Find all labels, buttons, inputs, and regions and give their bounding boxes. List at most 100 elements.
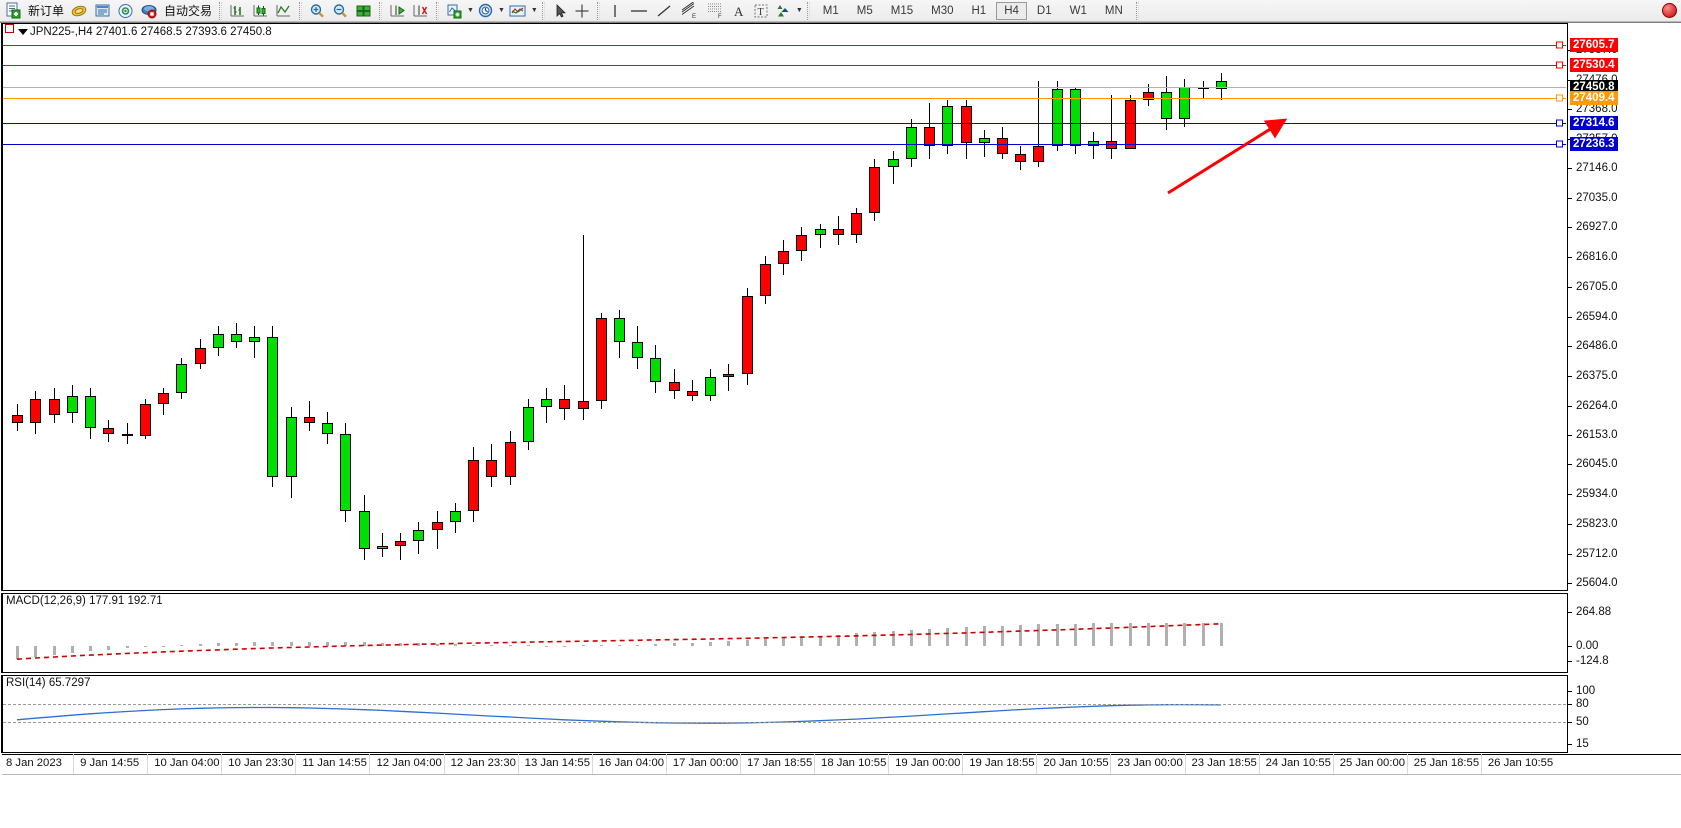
hide-indicator-arrow[interactable] [18, 29, 28, 35]
fibonacci-button[interactable]: F [703, 1, 727, 21]
connection-status-indicator[interactable] [1662, 3, 1677, 18]
crosshair-icon [575, 4, 589, 17]
timeframe-m30[interactable]: M30 [931, 4, 954, 17]
price-tag-line-tag[interactable]: 27409.4 [1570, 90, 1618, 105]
text-icon: A [734, 4, 744, 19]
auto-scroll-button[interactable] [410, 1, 431, 21]
price-tag-line-tag[interactable]: 27314.6 [1570, 116, 1618, 131]
time-axis-label: 8 Jan 2023 [6, 757, 62, 769]
support-line-1-handle[interactable] [1556, 119, 1563, 127]
templates-button[interactable] [506, 1, 529, 21]
resistance-line-1[interactable] [3, 44, 1566, 46]
macd-histogram-bar [800, 636, 803, 646]
tile-windows-button[interactable] [353, 1, 374, 21]
support-line-1[interactable] [3, 123, 1566, 125]
candle-body [49, 398, 60, 415]
macd-histogram-bar [746, 640, 749, 646]
last-price-line[interactable] [3, 86, 1566, 88]
period-dropdown-caret[interactable]: ▼ [497, 7, 505, 14]
rsi-pane[interactable]: RSI(14) 65.7297 100 80 50 15 [0, 675, 1681, 753]
candle-body [505, 441, 516, 477]
horizontal-line-button[interactable] [627, 1, 651, 21]
candle-body [377, 546, 388, 550]
toolbar-separator [299, 1, 303, 20]
price-tag-line-tag[interactable]: 27236.3 [1570, 137, 1618, 152]
macd-histogram-bar [344, 642, 347, 646]
auto-scroll-icon [413, 4, 428, 16]
navigator-button[interactable] [115, 1, 136, 21]
candle-body [486, 460, 497, 477]
shapes-button[interactable] [773, 1, 794, 21]
text-button[interactable]: A [729, 1, 749, 21]
auto-trading-label[interactable]: 自动交易 [164, 4, 213, 18]
timeframe-h4[interactable]: H4 [996, 1, 1027, 20]
price-tag-line-tag[interactable]: 27605.7 [1570, 37, 1618, 52]
timeframe-m15[interactable]: M15 [890, 4, 914, 17]
price-tag-line-tag[interactable]: 27530.4 [1570, 58, 1618, 73]
trendline-icon [657, 5, 671, 16]
macd-histogram-bar [618, 644, 621, 646]
candle-wick [1093, 132, 1094, 160]
macd-histogram-bar [290, 641, 293, 646]
cursor-button[interactable] [550, 1, 570, 21]
price-tick-label: 27368.0 [1576, 102, 1618, 115]
new-order-button[interactable] [3, 1, 24, 21]
period-button[interactable] [475, 1, 496, 21]
support-line-2-handle[interactable] [1556, 140, 1563, 148]
indicators-dropdown-caret[interactable]: ▼ [467, 7, 474, 14]
timeframe-w1[interactable]: W1 [1069, 4, 1087, 17]
auto-trading-button[interactable] [138, 1, 160, 21]
candle-body [231, 334, 242, 343]
crosshair-button[interactable] [572, 1, 592, 21]
text-label-icon: T [754, 4, 768, 18]
zoom-out-button[interactable] [330, 1, 351, 21]
equidistant-channel-button[interactable]: E [677, 1, 701, 21]
support-line-2[interactable] [3, 144, 1566, 146]
text-label-button[interactable]: T [751, 1, 771, 21]
new-order-label[interactable]: 新订单 [28, 4, 65, 18]
pivot-line-handle[interactable] [1556, 94, 1563, 102]
profile-button[interactable] [68, 1, 90, 21]
resistance-line-2[interactable] [3, 65, 1566, 67]
pivot-line[interactable] [3, 97, 1566, 99]
shapes-icon [777, 4, 789, 16]
candle-body [67, 395, 78, 414]
indicators-button[interactable] [444, 1, 465, 21]
candle-wick [254, 326, 255, 359]
candlestick-chart-button[interactable] [250, 1, 271, 21]
vertical-line-button[interactable] [605, 1, 625, 21]
resistance-line-2-handle[interactable] [1556, 61, 1563, 69]
market-watch-button[interactable] [92, 1, 113, 21]
pane-left-rail [0, 23, 2, 591]
resistance-line-1-handle[interactable] [1556, 41, 1563, 49]
timeframe-m1[interactable]: M1 [822, 4, 839, 17]
macd-pane[interactable]: MACD(12,26,9) 177.91 192.71 264.88 0.00 -1… [0, 593, 1681, 673]
new-order-icon [6, 2, 21, 19]
shapes-dropdown-caret[interactable]: ▼ [795, 7, 803, 14]
main-toolbar: 新订单 [0, 0, 1681, 22]
timeframe-h1[interactable]: H1 [971, 4, 987, 17]
candle-body [541, 398, 552, 407]
rsi-scale: 100 80 50 15 [1567, 675, 1681, 753]
trendline-button[interactable] [653, 1, 675, 21]
rsi-tick-mark [1568, 691, 1572, 693]
toolbar-separator [596, 1, 600, 20]
bar-chart-button[interactable] [227, 1, 248, 21]
price-tag-last-price[interactable]: 27450.8 [1570, 79, 1618, 94]
line-chart-button[interactable] [273, 1, 294, 21]
zoom-in-button[interactable] [307, 1, 328, 21]
time-axis-separator [1406, 754, 1408, 774]
candle-body [669, 382, 680, 391]
timeframe-m5[interactable]: M5 [856, 4, 873, 17]
time-axis-label: 18 Jan 10:55 [821, 757, 887, 769]
time-axis[interactable]: 8 Jan 2023 9 Jan 14:55 10 Jan 04:00 10 Jan … [0, 754, 1681, 776]
macd-histogram-bar [1165, 622, 1168, 646]
pane-left-rail [0, 593, 2, 673]
price-scale[interactable]: 27587.027476.027368.027257.027146.027035… [1567, 23, 1681, 591]
timeframe-mn[interactable]: MN [1104, 4, 1123, 17]
timeframe-d1[interactable]: D1 [1036, 4, 1052, 17]
shift-end-button[interactable] [387, 1, 408, 21]
price-pane[interactable]: JPN225-,H4 27401.6 27468.5 27393.6 27450… [0, 23, 1681, 591]
templates-dropdown-caret[interactable]: ▼ [530, 7, 538, 14]
candle-body [340, 433, 351, 512]
